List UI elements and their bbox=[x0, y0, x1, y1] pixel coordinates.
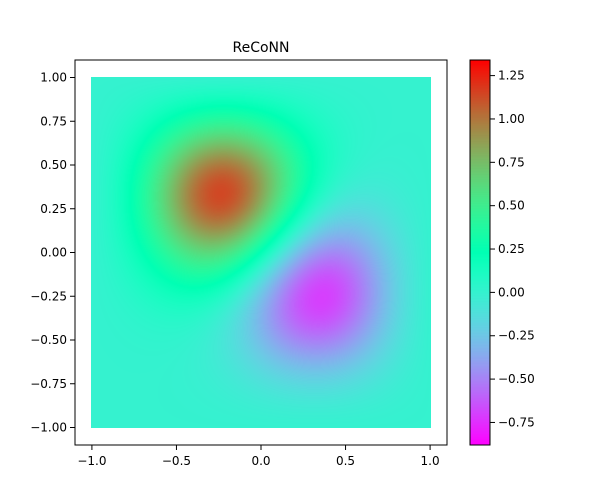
x-tick-label: 0.5 bbox=[336, 454, 355, 468]
colorbar-tick-label: 0.50 bbox=[498, 199, 525, 213]
x-tick-label: −1.0 bbox=[77, 454, 106, 468]
colorbar-tick-label: −0.25 bbox=[498, 329, 535, 343]
colorbar-tick-label: 1.00 bbox=[498, 112, 525, 126]
y-tick-label: 0.00 bbox=[40, 246, 67, 260]
colorbar-tick-label: 0.25 bbox=[498, 242, 525, 256]
heatmap-field bbox=[91, 77, 431, 428]
y-axis: 1.00 0.75 0.50 0.25 0.00 −0.25 −0.50 −0.75 −1.00 bbox=[30, 71, 75, 435]
y-tick-label: −0.50 bbox=[30, 333, 67, 347]
colorbar-frame bbox=[469, 59, 491, 446]
x-tick-label: 0.0 bbox=[251, 454, 270, 468]
colorbar-tick-label: −0.75 bbox=[498, 415, 535, 429]
y-tick-label: −1.00 bbox=[30, 421, 67, 435]
colorbar-tick-label: 0.00 bbox=[498, 285, 525, 299]
y-tick-label: −0.25 bbox=[30, 289, 67, 303]
colorbar-gradient bbox=[470, 60, 490, 445]
y-tick-label: −0.75 bbox=[30, 377, 67, 391]
y-tick-label: 0.75 bbox=[40, 114, 67, 128]
x-tick-label: −0.5 bbox=[162, 454, 191, 468]
colorbar-tick-label: −0.50 bbox=[498, 372, 535, 386]
chart-title: ReCoNN bbox=[233, 40, 290, 56]
plot-area: −1.0 −0.5 0.0 0.5 1.0 1.00 0.75 0.50 0.25 0.00 −0… bbox=[30, 59, 448, 468]
x-tick-label: 1.0 bbox=[421, 454, 440, 468]
colorbar: 1.25 1.00 0.75 0.50 0.25 0.00 −0.25 −0.50 −0.75 bbox=[469, 59, 535, 446]
colorbar-tick-label: 0.75 bbox=[498, 155, 525, 169]
colorbar-tick-label: 1.25 bbox=[498, 69, 525, 83]
y-tick-label: 0.50 bbox=[40, 158, 67, 172]
colorbar-axis: 1.25 1.00 0.75 0.50 0.25 0.00 −0.25 −0.50 −0.75 bbox=[490, 69, 535, 429]
x-axis: −1.0 −0.5 0.0 0.5 1.0 bbox=[77, 445, 440, 468]
y-tick-label: 0.25 bbox=[40, 202, 67, 216]
y-tick-label: 1.00 bbox=[40, 71, 67, 85]
